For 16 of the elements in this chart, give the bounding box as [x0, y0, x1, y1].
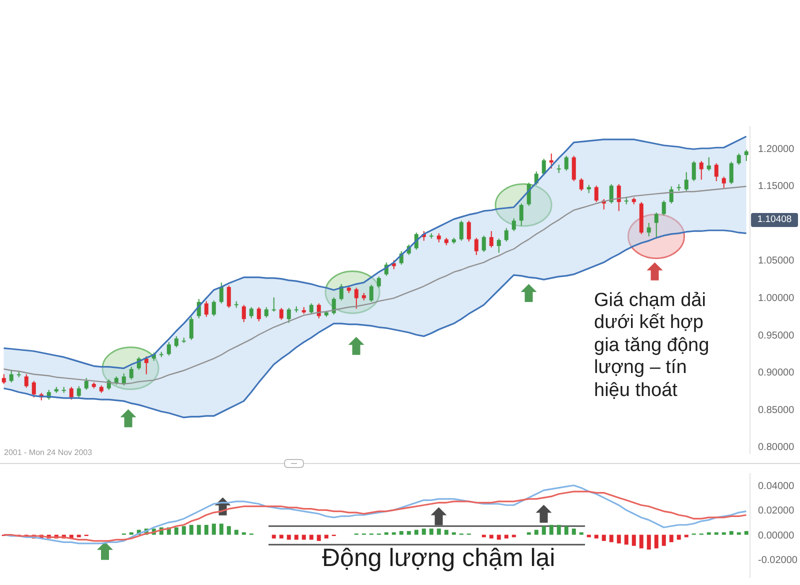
y-tick-label: 0.80000 [758, 442, 795, 454]
y-tick-label: 1.20000 [758, 144, 795, 155]
annotation: 2001 - Mon 24 Nov 2003 [4, 448, 92, 458]
text: 1.10408 [751, 213, 798, 227]
y-tick-label: 1.05000 [758, 256, 795, 267]
annotation: Giá chạm dải dưới kết hợp gia tăng động lượng – tín hiệu thoát [594, 290, 710, 402]
y-tick-label: -0.02000 [758, 555, 798, 566]
y-tick-label: 0.85000 [758, 404, 795, 416]
y-tick-label: 0.00000 [758, 530, 795, 542]
annotation: Động lượng chậm lại [322, 544, 556, 574]
y-tick-label: 1.15000 [758, 181, 795, 192]
y-tick-label: 1.00000 [758, 293, 795, 304]
y-tick-label: 0.02000 [758, 506, 795, 517]
y-tick-label: 0.95000 [758, 330, 795, 342]
y-tick-label: 0.90000 [758, 368, 795, 379]
y-tick-label: 0.04000 [758, 480, 795, 492]
